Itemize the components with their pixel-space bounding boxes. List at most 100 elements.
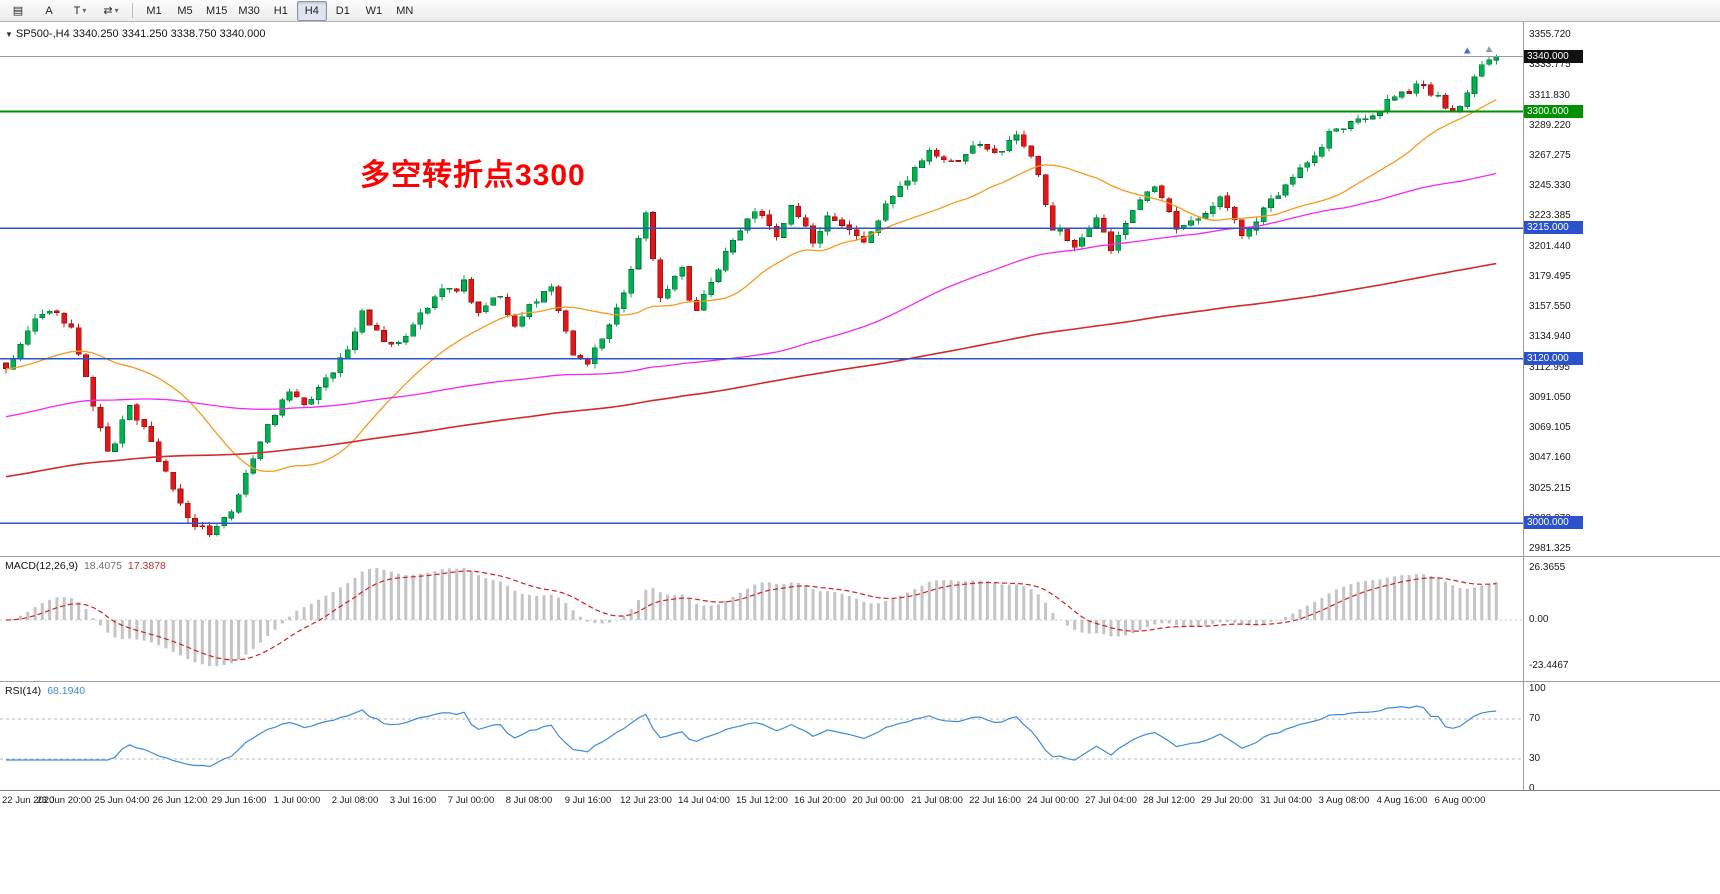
signal-arrow xyxy=(1485,46,1493,53)
macd-histogram xyxy=(11,568,1498,667)
price-axis-separator xyxy=(1523,22,1524,790)
time-tick-label: 7 Jul 00:00 xyxy=(447,795,495,806)
timeframe-m30-button[interactable]: M30 xyxy=(238,4,260,17)
macd-signal-value: 17.3878 xyxy=(127,560,166,572)
signal-arrow xyxy=(1463,47,1471,54)
price-tick-label: 3112.995 xyxy=(1529,361,1570,373)
price-tick-label: 3355.720 xyxy=(1529,29,1571,40)
macd-tick-label: 0.00 xyxy=(1529,614,1549,625)
time-tick-label: 21 Jul 08:00 xyxy=(911,795,963,806)
time-tick-label: 27 Jul 04:00 xyxy=(1085,795,1137,806)
charts-grid-button[interactable]: ▤ xyxy=(3,1,33,21)
text-tool-icon: T xyxy=(73,4,81,17)
charts-grid-icon: ▤ xyxy=(12,5,24,17)
macd-indicator-label: MACD(12,26,9) 18.4075 17.3878 xyxy=(5,560,166,572)
time-tick-label: 12 Jul 23:00 xyxy=(620,795,672,806)
timeframe-d1-button[interactable]: D1 xyxy=(335,4,350,17)
symbol-ohlc-readout: ▼ SP500-,H4 3340.250 3341.250 3338.750 33… xyxy=(5,28,265,40)
price-tick-label: 2981.325 xyxy=(1529,543,1571,554)
main-price-chart[interactable] xyxy=(0,22,1523,556)
rsi-tick-label: 30 xyxy=(1529,753,1541,764)
time-tick-label: 3 Aug 08:00 xyxy=(1318,795,1370,806)
time-tick-label: 28 Jul 12:00 xyxy=(1143,795,1195,806)
text-label-button[interactable]: A xyxy=(34,1,64,21)
time-tick-label: 14 Jul 04:00 xyxy=(678,795,730,806)
price-tick-label: 3091.050 xyxy=(1529,391,1571,403)
price-tick-label: 3245.330 xyxy=(1529,180,1571,192)
chevron-down-icon: ▾ xyxy=(114,6,119,15)
chevron-down-icon: ▾ xyxy=(82,6,87,15)
price-tick-label: 3201.440 xyxy=(1529,240,1571,252)
arrange-icon: ⇄ xyxy=(103,5,113,17)
price-tick-label: 3179.495 xyxy=(1529,270,1571,282)
price-axis[interactable]: 3355.720 3333.775 3311.830 3289.220 3267.275… xyxy=(1524,22,1720,794)
letter-a-icon: A xyxy=(45,4,53,17)
toolbar-separator xyxy=(132,3,133,18)
rsi-name: RSI(14) xyxy=(5,685,42,697)
price-tick-label: 3134.940 xyxy=(1529,331,1571,343)
time-tick-label: 3 Jul 16:00 xyxy=(389,795,437,806)
macd-panel-separator xyxy=(0,556,1720,557)
chart-window: ▼ SP500-,H4 3340.250 3341.250 3338.750 33… xyxy=(0,22,1720,894)
price-tick-label: 3223.385 xyxy=(1529,210,1571,222)
price-level-tag: 3340.000 xyxy=(1524,49,1583,63)
price-level-tag: 3120.000 xyxy=(1524,351,1583,365)
time-tick-label: 25 Jun 04:00 xyxy=(94,795,150,806)
price-level-tag: 3300.000 xyxy=(1524,104,1583,118)
macd-tick-label: -23.4467 xyxy=(1529,660,1569,672)
price-tick-label: 3267.275 xyxy=(1529,149,1571,161)
text-tool-button[interactable]: T ▾ xyxy=(65,1,95,21)
macd-panel xyxy=(0,568,1523,667)
time-tick-label: 9 Jul 16:00 xyxy=(564,795,612,806)
time-tick-label: 26 Jun 12:00 xyxy=(152,795,208,806)
rsi-panel-separator xyxy=(0,681,1720,682)
rsi-tick-label: 0 xyxy=(1529,783,1535,794)
timeframe-h4-button[interactable]: H4 xyxy=(296,0,327,21)
rsi-panel xyxy=(0,705,1523,768)
macd-signal-line xyxy=(5,570,1497,661)
rsi-value: 68.1940 xyxy=(47,685,86,697)
rsi-indicator-label: RSI(14) 68.1940 xyxy=(5,685,85,697)
price-level-tag: 3000.000 xyxy=(1524,516,1583,530)
price-tick-label: 3157.550 xyxy=(1529,301,1571,313)
macd-name: MACD(12,26,9) xyxy=(5,560,78,572)
time-tick-label: 20 Jul 00:00 xyxy=(852,795,904,806)
time-tick-label: 29 Jun 16:00 xyxy=(211,795,267,806)
ma-fast-line xyxy=(5,99,1497,473)
time-tick-label: 23 Jun 20:00 xyxy=(36,795,92,806)
time-tick-label: 22 Jun 2020 xyxy=(2,795,55,806)
timeframe-h1-button[interactable]: H1 xyxy=(273,4,288,17)
ma-medium-line xyxy=(5,172,1497,418)
candles-group xyxy=(3,54,1500,538)
ohlc-text: SP500-,H4 3340.250 3341.250 3338.750 334… xyxy=(15,28,266,40)
time-tick-label: 15 Jul 12:00 xyxy=(736,795,788,806)
symbol-dropdown-icon[interactable]: ▼ xyxy=(5,30,13,39)
price-tick-label: 3047.160 xyxy=(1529,452,1571,464)
timeframe-w1-button[interactable]: W1 xyxy=(365,4,383,17)
time-tick-label: 24 Jul 00:00 xyxy=(1027,795,1079,806)
price-tick-label: 3289.220 xyxy=(1529,119,1571,131)
time-tick-label: 4 Aug 16:00 xyxy=(1376,795,1428,806)
timeframe-m5-button[interactable]: M5 xyxy=(177,4,193,17)
macd-main-value: 18.4075 xyxy=(83,560,122,572)
price-tick-label: 3333.775 xyxy=(1529,59,1571,71)
time-tick-label: 8 Jul 08:00 xyxy=(505,795,553,806)
time-tick-label: 31 Jul 04:00 xyxy=(1260,795,1312,806)
time-tick-label: 2 Jul 08:00 xyxy=(331,795,379,806)
timeframe-mn-button[interactable]: MN xyxy=(396,4,414,17)
rsi-line xyxy=(6,705,1497,768)
chart-annotation-text: 多空转折点3300 xyxy=(360,159,586,192)
arrange-button[interactable]: ⇄ ▾ xyxy=(96,1,126,21)
time-tick-label: 1 Jul 00:00 xyxy=(273,795,321,806)
time-axis[interactable]: 22 Jun 2020 23 Jun 20:00 25 Jun 04:00 26 Ju… xyxy=(0,790,1720,815)
ma-slow-line xyxy=(5,262,1497,478)
macd-tick-label: 26.3655 xyxy=(1529,562,1566,573)
rsi-tick-label: 70 xyxy=(1529,713,1541,724)
timeframe-m1-button[interactable]: M1 xyxy=(146,4,162,17)
time-tick-label: 16 Jul 20:00 xyxy=(794,795,846,806)
timeframe-m15-button[interactable]: M15 xyxy=(206,4,228,17)
price-tick-label: 3025.215 xyxy=(1529,482,1571,494)
toolbar: ▤ A T ▾ ⇄ ▾ M1 M5 M15 M30 H1 H4 D1 W1 MN xyxy=(0,0,1720,22)
price-level-tag: 3215.000 xyxy=(1524,221,1583,235)
